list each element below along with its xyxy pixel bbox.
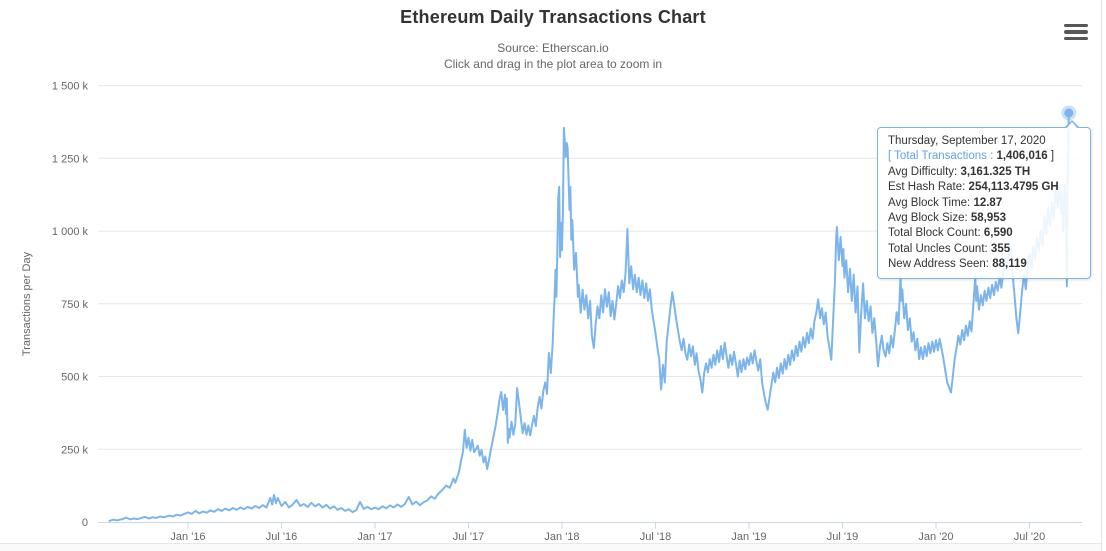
- hamburger-icon: [1064, 24, 1088, 28]
- last-point-marker[interactable]: [1064, 108, 1074, 118]
- y-axis-label: 500 k: [61, 372, 88, 384]
- y-axis-label: 0: [82, 517, 88, 529]
- y-axis-label: 250 k: [61, 444, 88, 456]
- x-axis-label: Jul '18: [640, 531, 671, 543]
- y-axis-label: 1 000 k: [52, 226, 89, 238]
- x-axis-label: Jan '17: [357, 531, 392, 543]
- x-axis-label: Jan '16: [170, 531, 205, 543]
- y-axis-label: 1 250 k: [52, 153, 89, 165]
- y-axis-title: Transactions per Day: [21, 251, 33, 356]
- tooltip-row: Total Block Count: 6,590: [888, 227, 1013, 240]
- below-chart-strip: [0, 544, 1101, 551]
- hamburger-icon: [1064, 36, 1088, 41]
- tooltip-row: Avg Difficulty: 3,161.325 TH: [888, 165, 1031, 178]
- chart-subtitle-source: Source: Etherscan.io: [497, 41, 609, 55]
- tooltip-date: Thursday, September 17, 2020: [888, 135, 1046, 147]
- x-axis-label: Jan '18: [544, 531, 579, 543]
- bottom-divider-line: [0, 543, 1101, 544]
- x-axis-label: Jul '17: [453, 531, 484, 543]
- x-axis-label: Jan '19: [731, 531, 766, 543]
- tooltip-row: Est Hash Rate: 254,113.4795 GH: [888, 181, 1059, 194]
- chart-context-menu-button[interactable]: [1062, 22, 1090, 44]
- tooltip-row: Avg Block Size: 58,953: [888, 212, 1007, 225]
- tooltip-row: New Address Seen: 88,119: [888, 258, 1027, 271]
- y-axis-label: 1 500 k: [52, 81, 89, 93]
- tooltip-total-transactions-row: [ Total Transactions : 1,406,016 ]: [888, 149, 1080, 164]
- chart-tooltip: Thursday, September 17, 2020 [ Total Tra…: [877, 120, 1091, 279]
- tooltip-bracket-close: ]: [1050, 150, 1055, 163]
- hamburger-icon: [1064, 30, 1088, 34]
- transactions-series-line[interactable]: [108, 111, 1070, 522]
- chart-subtitle-hint: Click and drag in the plot area to zoom …: [443, 57, 663, 71]
- x-axis-label: Jan '20: [918, 531, 953, 543]
- x-axis-label: Jul '19: [827, 531, 858, 543]
- y-axis-label: 750 k: [61, 299, 88, 311]
- x-axis-label: Jul '20: [1014, 531, 1045, 543]
- x-axis-label: Jul '16: [266, 531, 297, 543]
- page-right-edge-line: [1101, 0, 1102, 551]
- tooltip-row: Total Uncles Count: 355: [888, 242, 1011, 255]
- chart-title: Ethereum Daily Transactions Chart: [400, 7, 706, 27]
- tooltip-detail-rows: Avg Difficulty: 3,161.325 TH Est Hash Rat…: [888, 165, 1080, 273]
- tooltip-row: Avg Block Time: 12.87: [888, 196, 1003, 209]
- tooltip-total-transactions-value: 1,406,016: [996, 150, 1048, 163]
- tooltip-series-label: [ Total Transactions :: [888, 150, 994, 163]
